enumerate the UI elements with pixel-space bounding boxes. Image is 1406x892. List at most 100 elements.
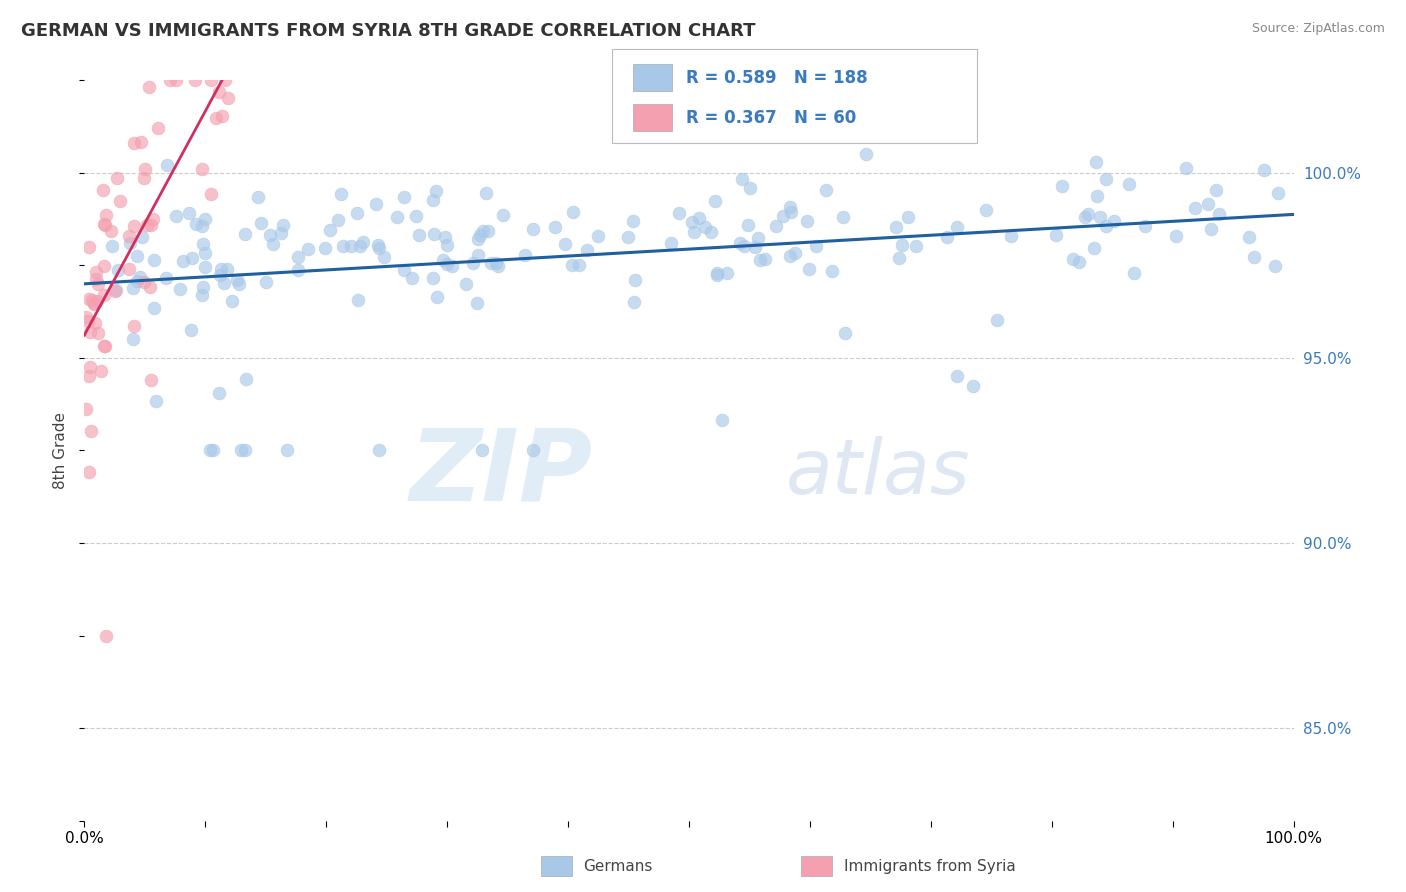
Point xyxy=(1085,154,1108,169)
Point xyxy=(191,219,214,233)
Point xyxy=(368,241,391,255)
Point xyxy=(120,236,142,251)
Point xyxy=(492,208,515,222)
Point xyxy=(233,443,256,458)
Point xyxy=(297,242,319,256)
Point xyxy=(387,210,409,224)
Point xyxy=(139,280,162,294)
Point xyxy=(194,260,217,274)
Point xyxy=(191,237,214,252)
Point xyxy=(201,443,224,458)
Point xyxy=(93,339,115,353)
Point xyxy=(179,206,201,220)
Point xyxy=(104,285,127,299)
Point xyxy=(75,310,97,325)
Point xyxy=(367,237,389,252)
Point xyxy=(135,219,157,233)
Point xyxy=(235,372,257,386)
Point xyxy=(79,360,101,375)
Point xyxy=(352,235,374,250)
Point xyxy=(586,229,609,244)
Point xyxy=(91,182,114,196)
Point xyxy=(733,239,755,253)
Point xyxy=(373,250,395,264)
Point xyxy=(84,265,107,279)
Point xyxy=(485,256,508,270)
Point xyxy=(77,314,100,328)
Point xyxy=(87,326,110,340)
Point xyxy=(522,443,544,458)
Point xyxy=(668,206,690,220)
Point xyxy=(706,268,728,282)
Point xyxy=(703,194,725,209)
Point xyxy=(1050,178,1073,193)
Point xyxy=(616,230,638,244)
Point xyxy=(1208,207,1230,221)
Point xyxy=(180,323,202,337)
Point xyxy=(124,136,146,150)
Point xyxy=(250,216,273,230)
Point xyxy=(209,262,232,277)
Point xyxy=(200,186,222,201)
Point xyxy=(394,190,416,204)
Point xyxy=(834,326,856,341)
Point xyxy=(254,275,277,289)
Point xyxy=(1062,252,1084,267)
Point xyxy=(683,225,706,239)
Point xyxy=(349,239,371,253)
Point xyxy=(208,85,231,99)
Point xyxy=(94,208,117,222)
Point xyxy=(330,186,353,201)
Point xyxy=(82,293,104,307)
Point xyxy=(134,276,156,290)
Point xyxy=(108,194,131,208)
Point xyxy=(262,237,284,252)
Point xyxy=(211,109,233,123)
Point xyxy=(796,214,818,228)
Point xyxy=(131,230,153,244)
Point xyxy=(716,266,738,280)
Text: atlas: atlas xyxy=(786,435,970,509)
Point xyxy=(138,79,160,94)
Point xyxy=(731,171,754,186)
Point xyxy=(688,211,710,225)
Point xyxy=(1174,161,1197,175)
Point xyxy=(107,262,129,277)
Point xyxy=(1243,250,1265,264)
Point xyxy=(1123,266,1146,280)
Point xyxy=(145,393,167,408)
Point xyxy=(80,424,103,438)
Point xyxy=(1074,210,1097,224)
Point xyxy=(543,219,565,234)
Point xyxy=(191,279,214,293)
Point xyxy=(772,209,794,223)
Point xyxy=(681,215,703,229)
Point xyxy=(1090,210,1112,224)
Point xyxy=(127,249,149,263)
Point xyxy=(465,296,488,310)
Point xyxy=(129,270,152,285)
Point xyxy=(699,225,721,239)
Point xyxy=(142,212,165,227)
Point xyxy=(423,227,446,242)
Point xyxy=(561,258,583,272)
Point xyxy=(405,210,427,224)
Point xyxy=(165,209,187,223)
Point xyxy=(233,227,256,241)
Point xyxy=(212,276,235,290)
Point xyxy=(143,252,166,267)
Point xyxy=(432,252,454,267)
Point xyxy=(1267,186,1289,200)
Point xyxy=(83,296,105,310)
Point xyxy=(1184,202,1206,216)
Point xyxy=(486,259,509,273)
Point xyxy=(623,273,645,287)
Point xyxy=(440,259,463,273)
Point xyxy=(77,465,100,479)
Point xyxy=(477,224,499,238)
Point xyxy=(522,222,544,236)
Point xyxy=(513,247,536,261)
Point xyxy=(737,218,759,232)
Point xyxy=(184,73,207,87)
Point xyxy=(93,218,115,232)
